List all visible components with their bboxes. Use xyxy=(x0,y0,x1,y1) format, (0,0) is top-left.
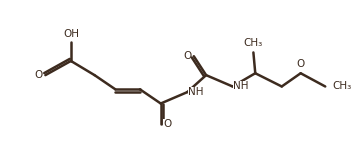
Text: O: O xyxy=(183,51,191,61)
Text: OH: OH xyxy=(63,29,79,39)
Text: CH₃: CH₃ xyxy=(244,38,263,48)
Text: NH: NH xyxy=(233,82,249,91)
Text: NH: NH xyxy=(188,87,204,97)
Text: O: O xyxy=(297,59,305,69)
Text: O: O xyxy=(163,119,172,129)
Text: O: O xyxy=(35,70,43,80)
Text: CH₃: CH₃ xyxy=(333,82,351,91)
